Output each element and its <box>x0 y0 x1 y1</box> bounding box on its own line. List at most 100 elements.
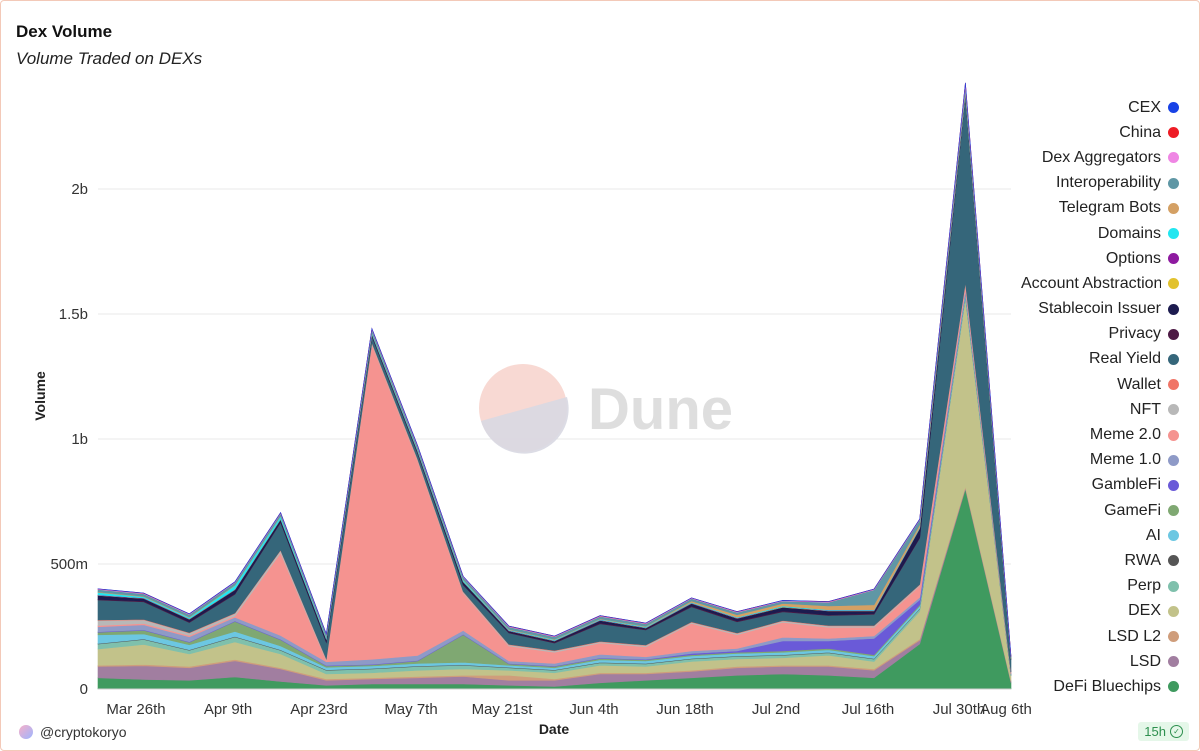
legend-item[interactable]: Privacy <box>979 322 1179 347</box>
legend-item[interactable]: DeFi Bluechips <box>979 674 1179 699</box>
legend-swatch <box>1168 353 1179 365</box>
legend-item[interactable]: Wallet <box>979 372 1179 397</box>
x-tick-label: Jul 16th <box>842 701 895 718</box>
y-axis-title: Volume <box>32 371 48 421</box>
legend-label: Interoperability <box>1056 174 1161 192</box>
legend-item[interactable]: LSD L2 <box>979 624 1179 649</box>
legend-label: Meme 2.0 <box>1089 426 1161 444</box>
legend-label: RWA <box>1124 551 1161 569</box>
legend-label: Telegram Bots <box>1058 199 1161 217</box>
x-tick-label: May 21st <box>472 701 534 718</box>
area-interoperability <box>97 85 1012 659</box>
legend-swatch <box>1168 102 1179 114</box>
author-link[interactable]: @cryptokoryo <box>19 724 127 740</box>
legend-item[interactable]: Domains <box>979 221 1179 246</box>
legend-item[interactable]: GambleFi <box>979 473 1179 498</box>
watermark-text: Dune <box>588 377 733 442</box>
legend-item[interactable]: RWA <box>979 548 1179 573</box>
x-tick-label: Jun 18th <box>656 701 714 718</box>
legend-item[interactable]: Dex Aggregators <box>979 145 1179 170</box>
legend-label: GambleFi <box>1091 476 1161 494</box>
legend-item[interactable]: Meme 2.0 <box>979 422 1179 447</box>
y-tick-label: 0 <box>80 681 88 698</box>
area-telegram-bots <box>97 90 1012 659</box>
legend-item[interactable]: LSD <box>979 649 1179 674</box>
area-dex-aggregators <box>97 82 1012 657</box>
legend-item[interactable]: GameFi <box>979 498 1179 523</box>
legend-swatch <box>1168 127 1179 139</box>
legend-swatch <box>1168 479 1179 491</box>
x-tick-label: Jun 4th <box>569 701 618 718</box>
x-tick-label: Apr 23rd <box>290 701 348 718</box>
check-icon: ✓ <box>1170 725 1183 738</box>
legend-swatch <box>1168 328 1179 340</box>
chart-legend: CEX China Dex Aggregators Interoperability T… <box>979 95 1179 700</box>
legend-item[interactable]: NFT <box>979 397 1179 422</box>
legend-swatch <box>1168 631 1179 643</box>
chart-subtitle: Volume Traded on DEXs <box>16 49 203 68</box>
legend-label: LSD <box>1129 652 1161 670</box>
area-domains <box>97 91 1012 659</box>
legend-swatch <box>1168 228 1179 240</box>
legend-item[interactable]: AI <box>979 523 1179 548</box>
legend-swatch <box>1168 278 1179 290</box>
legend-swatch <box>1168 656 1179 668</box>
legend-swatch <box>1168 404 1179 416</box>
author-name: @cryptokoryo <box>40 724 127 740</box>
legend-label: DEX <box>1128 602 1161 620</box>
legend-swatch <box>1168 177 1179 189</box>
x-tick-label: Aug 6th <box>980 701 1032 718</box>
legend-item[interactable]: Options <box>979 246 1179 271</box>
legend-swatch <box>1168 605 1179 617</box>
legend-label: GameFi <box>1104 501 1161 519</box>
legend-label: LSD L2 <box>1107 627 1161 645</box>
y-tick-label: 1.5b <box>59 306 88 323</box>
legend-label: Account Abstraction <box>1021 274 1161 292</box>
legend-label: Wallet <box>1117 375 1161 393</box>
legend-label: CEX <box>1128 98 1161 116</box>
area-stablecoin-issuer <box>97 92 1012 660</box>
legend-label: Options <box>1105 249 1161 267</box>
y-tick-label: 500m <box>50 556 88 573</box>
legend-item[interactable]: Perp <box>979 574 1179 599</box>
watermark-logo-shade <box>481 397 569 454</box>
legend-swatch <box>1168 580 1179 592</box>
refresh-badge[interactable]: 15h ✓ <box>1138 722 1189 741</box>
legend-swatch <box>1168 152 1179 164</box>
y-tick-label: 2b <box>71 181 88 198</box>
legend-label: Dex Aggregators <box>1041 148 1161 166</box>
legend-swatch <box>1168 379 1179 391</box>
chart-title: Dex Volume <box>16 22 113 41</box>
area-privacy <box>97 94 1012 660</box>
legend-label: DeFi Bluechips <box>1053 677 1161 695</box>
legend-label: Real Yield <box>1088 350 1161 368</box>
legend-swatch <box>1168 555 1179 567</box>
x-tick-label: Jul 2nd <box>752 701 800 718</box>
legend-item[interactable]: Stablecoin Issuer <box>979 297 1179 322</box>
avatar <box>19 725 33 739</box>
legend-item[interactable]: Telegram Bots <box>979 196 1179 221</box>
legend-label: Stablecoin Issuer <box>1038 300 1161 318</box>
legend-item[interactable]: Meme 1.0 <box>979 448 1179 473</box>
legend-label: Domains <box>1097 224 1161 242</box>
legend-label: China <box>1119 123 1161 141</box>
x-tick-label: Jul 30th <box>933 701 986 718</box>
legend-item[interactable]: Real Yield <box>979 347 1179 372</box>
legend-swatch <box>1168 429 1179 441</box>
legend-swatch <box>1168 303 1179 315</box>
legend-swatch <box>1168 681 1179 693</box>
area-cex <box>97 82 1012 657</box>
legend-item[interactable]: Interoperability <box>979 171 1179 196</box>
x-tick-label: Mar 26th <box>106 701 165 718</box>
legend-swatch <box>1168 530 1179 542</box>
legend-swatch <box>1168 202 1179 214</box>
y-tick-label: 1b <box>71 431 88 448</box>
legend-item[interactable]: China <box>979 120 1179 145</box>
x-axis-title: Date <box>539 721 570 737</box>
legend-label: Privacy <box>1108 325 1161 343</box>
legend-item[interactable]: DEX <box>979 599 1179 624</box>
legend-swatch <box>1168 253 1179 265</box>
legend-item[interactable]: CEX <box>979 95 1179 120</box>
legend-item[interactable]: Account Abstraction <box>979 271 1179 296</box>
